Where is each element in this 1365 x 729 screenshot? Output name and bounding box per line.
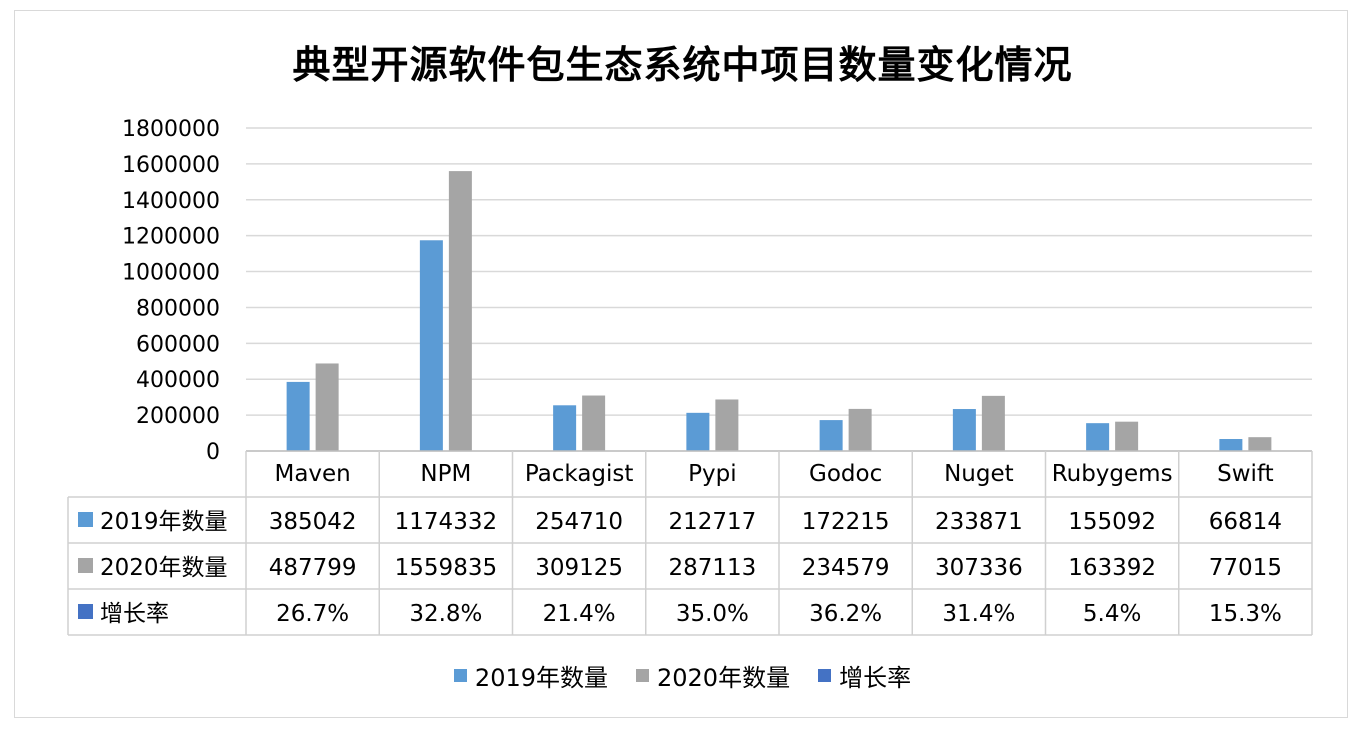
bar-2019-pypi bbox=[686, 412, 710, 451]
cell-value: 172215 bbox=[802, 509, 890, 535]
cell-value: 233871 bbox=[935, 509, 1023, 535]
legend-label-2020: 2020年数量 bbox=[657, 664, 791, 692]
category-label: NPM bbox=[420, 461, 471, 487]
cell-value: 155092 bbox=[1068, 509, 1156, 535]
cell-value: 385042 bbox=[269, 509, 357, 535]
cell-value: 309125 bbox=[535, 555, 623, 581]
bar-2020-pypi bbox=[715, 399, 739, 451]
legend-item-2019: 2019年数量 bbox=[453, 658, 608, 693]
cell-value: 35.0% bbox=[676, 601, 749, 627]
bar-2020-godoc bbox=[848, 408, 872, 451]
bar-2019-swift bbox=[1219, 439, 1243, 451]
y-axis: 0 200000 400000 600000 800000 1000000 1200000 1… bbox=[122, 117, 220, 465]
bar-2020-maven bbox=[315, 363, 339, 451]
bar-2019-nuget bbox=[952, 409, 976, 451]
cell-value: 15.3% bbox=[1209, 601, 1282, 627]
legend-swatch-growth bbox=[818, 669, 832, 682]
category-label: Godoc bbox=[809, 461, 882, 487]
cell-value: 1559835 bbox=[395, 555, 497, 581]
legend-label-growth: 增长率 bbox=[839, 664, 912, 692]
y-tick-label: 400000 bbox=[136, 368, 220, 393]
bar-2019-npm bbox=[419, 240, 443, 451]
cell-value: 77015 bbox=[1209, 555, 1282, 581]
cell-value: 234579 bbox=[802, 555, 890, 581]
category-label: Rubygems bbox=[1052, 461, 1173, 487]
bar-2019-rubygems bbox=[1086, 423, 1110, 451]
y-tick-label: 600000 bbox=[136, 332, 220, 357]
cell-value: 66814 bbox=[1209, 509, 1282, 535]
y-tick-label: 1400000 bbox=[122, 189, 220, 214]
bar-2020-npm bbox=[448, 171, 472, 452]
y-tick-label: 1000000 bbox=[122, 261, 220, 286]
cell-value: 32.8% bbox=[409, 601, 482, 627]
cell-value: 36.2% bbox=[809, 601, 882, 627]
y-tick-label: 0 bbox=[206, 440, 220, 465]
chart-title: 典型开源软件包生态系统中项目数量变化情况 bbox=[292, 43, 1073, 87]
y-tick-label: 1600000 bbox=[122, 153, 220, 178]
cell-value: 254710 bbox=[535, 509, 623, 535]
legend-item-growth: 增长率 bbox=[818, 658, 911, 693]
y-tick-label: 1200000 bbox=[122, 225, 220, 250]
category-label: Packagist bbox=[525, 461, 634, 487]
y-tick-label: 800000 bbox=[136, 296, 220, 321]
cell-value: 1174332 bbox=[395, 509, 497, 535]
category-label: Pypi bbox=[688, 461, 736, 487]
cell-value: 212717 bbox=[668, 509, 756, 535]
legend-label-2019: 2019年数量 bbox=[474, 664, 608, 692]
legend-item-2020: 2020年数量 bbox=[636, 658, 790, 693]
row-swatch bbox=[78, 558, 93, 573]
cell-value: 163392 bbox=[1068, 555, 1156, 581]
category-label: Maven bbox=[274, 461, 350, 487]
cell-value: 307336 bbox=[935, 555, 1023, 581]
legend-swatch-2020 bbox=[636, 669, 649, 682]
y-tick-label: 1800000 bbox=[122, 117, 220, 142]
row-header-label: 增长率 bbox=[100, 601, 169, 627]
cell-value: 287113 bbox=[668, 555, 756, 581]
bar-2020-packagist bbox=[582, 395, 606, 451]
category-label: Nuget bbox=[944, 461, 1014, 487]
y-tick-label: 200000 bbox=[136, 404, 220, 429]
bar-2020-swift bbox=[1248, 437, 1272, 451]
row-swatch bbox=[78, 604, 93, 619]
gridlines bbox=[246, 127, 1312, 452]
bar-2019-godoc bbox=[819, 420, 843, 451]
cell-value: 21.4% bbox=[543, 601, 616, 627]
cell-value: 26.7% bbox=[276, 601, 349, 627]
category-label: Swift bbox=[1217, 461, 1274, 487]
legend: 2019年数量 2020年数量 增长率 bbox=[0, 658, 1365, 693]
row-header-label: 2019年数量 bbox=[100, 509, 228, 535]
cell-value: 31.4% bbox=[942, 601, 1015, 627]
legend-swatch-2019 bbox=[453, 669, 467, 682]
cell-value: 5.4% bbox=[1083, 601, 1141, 627]
bar-2020-nuget bbox=[981, 395, 1005, 451]
row-header-label: 2020年数量 bbox=[100, 555, 228, 581]
bar-2019-maven bbox=[286, 381, 310, 451]
cell-value: 487799 bbox=[269, 555, 357, 581]
bars bbox=[286, 171, 1272, 452]
data-table: Maven NPM Packagist Pypi Godoc Nuget Rubygems S… bbox=[67, 450, 1313, 636]
bar-2019-packagist bbox=[553, 405, 577, 451]
row-swatch bbox=[78, 512, 93, 527]
bar-2020-rubygems bbox=[1115, 421, 1139, 451]
